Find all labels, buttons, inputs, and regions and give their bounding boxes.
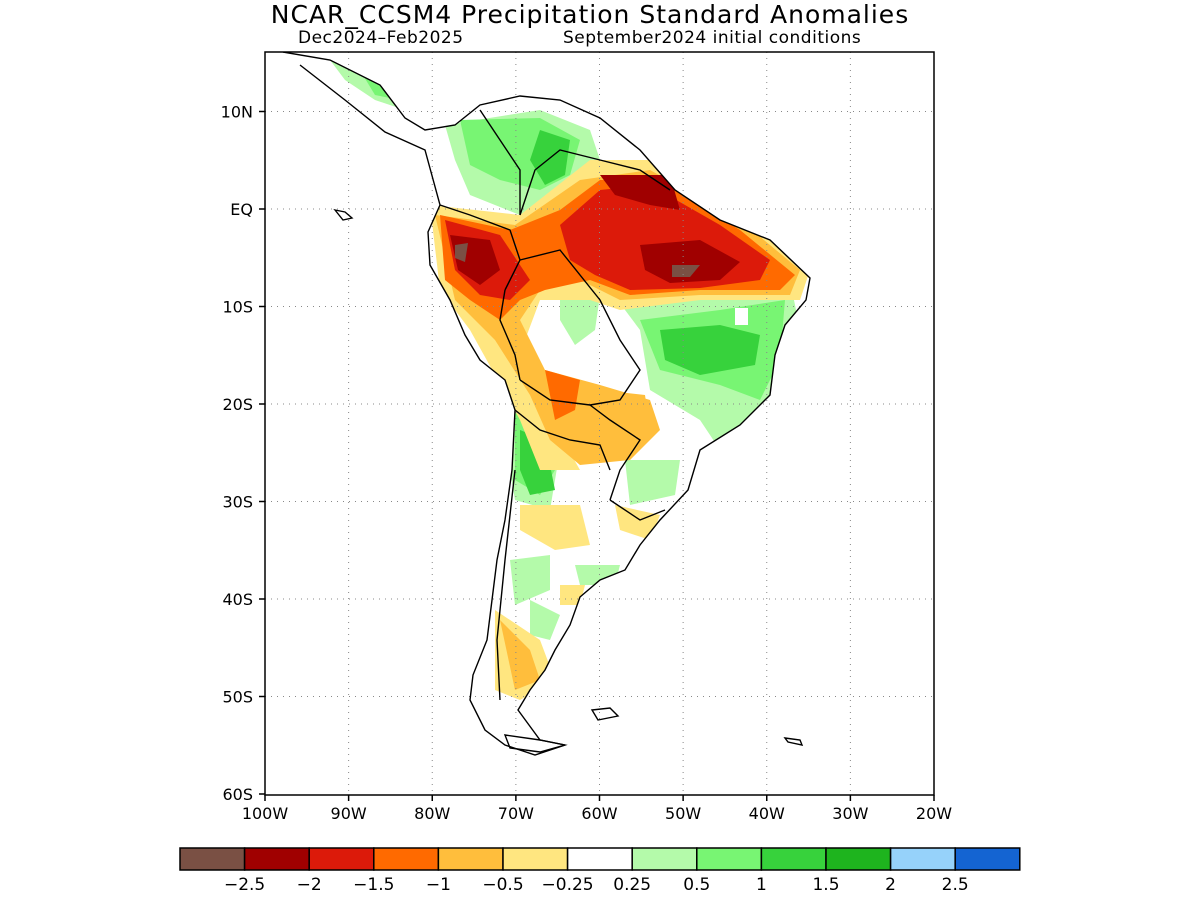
- country-border: [514, 409, 611, 471]
- coastlines-and-borders: [282, 52, 811, 756]
- legend-swatch: [437, 847, 504, 871]
- islands: [333, 208, 804, 753]
- lon-tick-label: 40W: [749, 804, 785, 823]
- anomaly-negative-weak: [615, 505, 660, 540]
- tierra-del-fuego: [503, 734, 566, 753]
- forecast-period: Dec2024–Feb2025: [298, 28, 464, 48]
- legend-label: −0.25: [542, 875, 594, 895]
- country-border: [499, 289, 521, 381]
- lon-ticks: 100W 90W 80W 70W 60W 50W 40W 30W 20W: [242, 795, 952, 823]
- anomaly-negative-strong: [545, 370, 580, 420]
- legend-swatch: [631, 847, 698, 871]
- lat-ticks: 10N EQ 10S 20S 30S 40S 50S 60S: [221, 103, 265, 804]
- legend-swatch: [825, 847, 892, 871]
- legend-label: 2: [885, 875, 896, 895]
- anomaly-negative-weak: [520, 505, 590, 550]
- south-georgia-island: [783, 737, 804, 746]
- lat-tick-label: EQ: [230, 200, 253, 219]
- anomaly-positive-strong: [660, 325, 760, 375]
- anomaly-negative-max: [672, 265, 700, 277]
- initial-conditions-label: September2024 initial conditions: [563, 28, 862, 48]
- country-border: [519, 149, 671, 216]
- legend-swatch: [243, 847, 310, 871]
- legend-label: −2.5: [224, 875, 265, 895]
- anomaly-negative-extreme: [640, 240, 740, 283]
- lon-tick-label: 20W: [916, 804, 952, 823]
- legend-label: 1: [756, 875, 767, 895]
- anomaly-negative-moderate: [590, 390, 650, 445]
- legend-swatch: [696, 847, 763, 871]
- legend-swatch: [308, 847, 375, 871]
- country-border: [439, 204, 521, 291]
- country-border: [496, 469, 516, 701]
- falkland-islands: [590, 707, 620, 721]
- lat-tick-label: 30S: [222, 493, 253, 512]
- lat-tick-label: 20S: [222, 395, 253, 414]
- country-border: [609, 499, 666, 521]
- legend-label: −0.5: [482, 875, 523, 895]
- anomaly-negative-weak: [560, 585, 585, 605]
- anomaly-negative-moderate: [500, 620, 540, 690]
- legend-swatch: [954, 847, 1021, 871]
- anomaly-shading: [330, 60, 810, 700]
- country-border: [589, 404, 641, 501]
- missing-data-gap: [735, 308, 748, 325]
- legend-swatch: [889, 847, 956, 871]
- country-border: [479, 109, 521, 215]
- legend-label: 0.5: [683, 875, 710, 895]
- country-border: [519, 249, 641, 406]
- anomaly-positive-light: [625, 460, 680, 505]
- lon-tick-label: 100W: [242, 804, 289, 823]
- lon-tick-label: 90W: [331, 804, 367, 823]
- lon-tick-label: 70W: [498, 804, 534, 823]
- legend-label: 0.25: [613, 875, 651, 895]
- legend-swatch: [373, 847, 440, 871]
- lon-tick-label: 60W: [581, 804, 617, 823]
- lat-tick-label: 60S: [222, 785, 253, 804]
- lon-tick-label: 80W: [414, 804, 450, 823]
- lat-tick-label: 10S: [222, 298, 253, 317]
- lat-tick-label: 10N: [221, 103, 253, 122]
- lat-tick-label: 50S: [222, 688, 253, 707]
- legend-label: 2.5: [942, 875, 969, 895]
- color-legend: −2.5 −2 −1.5 −1 −0.5 −0.25 0.25 0.5 1 1.5 2 2.5: [179, 847, 1021, 895]
- map-title: NCAR_CCSM4 Precipitation Standard Anomal…: [270, 0, 910, 29]
- south-america-coastline: [282, 52, 811, 756]
- country-border: [519, 379, 591, 406]
- legend-swatch: [179, 847, 246, 871]
- lon-tick-label: 30W: [832, 804, 868, 823]
- legend-label: −2: [297, 875, 322, 895]
- anomaly-negative-max: [455, 243, 468, 262]
- lat-tick-label: 40S: [222, 590, 253, 609]
- legend-swatch: [760, 847, 827, 871]
- legend-label: 1.5: [812, 875, 839, 895]
- anomaly-positive-light: [530, 600, 560, 640]
- anomaly-positive-light: [510, 555, 550, 605]
- legend-swatch: [566, 847, 633, 871]
- galapagos-islands: [333, 208, 354, 221]
- lon-tick-label: 50W: [665, 804, 701, 823]
- legend-label: −1.5: [353, 875, 394, 895]
- legend-swatch: [502, 847, 569, 871]
- legend-label: −1: [426, 875, 451, 895]
